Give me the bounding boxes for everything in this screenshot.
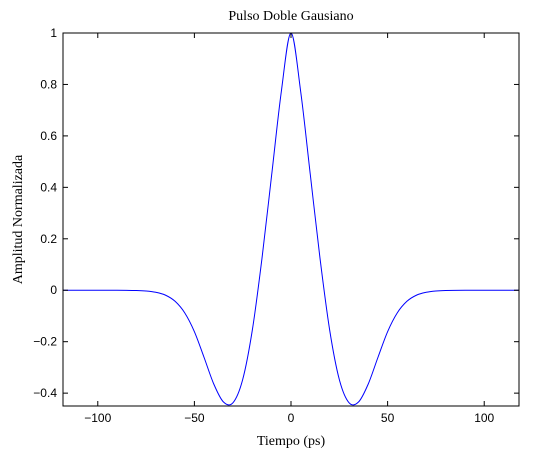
- y-tick-label: 0.8: [40, 77, 57, 91]
- y-tick-label: 0: [50, 283, 57, 297]
- y-tick-label: −0.4: [33, 386, 57, 400]
- x-tick-label: 50: [381, 411, 395, 425]
- y-tick-label: 0.2: [40, 232, 57, 246]
- x-tick-label: −100: [84, 411, 111, 425]
- plot-area: [63, 33, 519, 406]
- y-tick-label: −0.2: [33, 335, 57, 349]
- plot-frame: [62, 32, 520, 407]
- y-axis-label: Amplitud Normalizada: [11, 154, 26, 284]
- chart-title: Pulso Doble Gausiano: [228, 9, 353, 24]
- y-tick-label: 0.4: [40, 180, 57, 194]
- x-axis-label: Tiempo (ps): [257, 434, 326, 449]
- x-tick-label: −50: [184, 411, 205, 425]
- y-tick-label: 1: [50, 26, 57, 40]
- y-tick-label: 0.6: [40, 129, 57, 143]
- tick-layer: −100 −50 0 50 100 −0.4 −0.2 0 0.2 0.4 0.6 0.8 1: [33, 26, 519, 425]
- x-tick-label: 0: [288, 411, 295, 425]
- x-tick-label: 100: [474, 411, 494, 425]
